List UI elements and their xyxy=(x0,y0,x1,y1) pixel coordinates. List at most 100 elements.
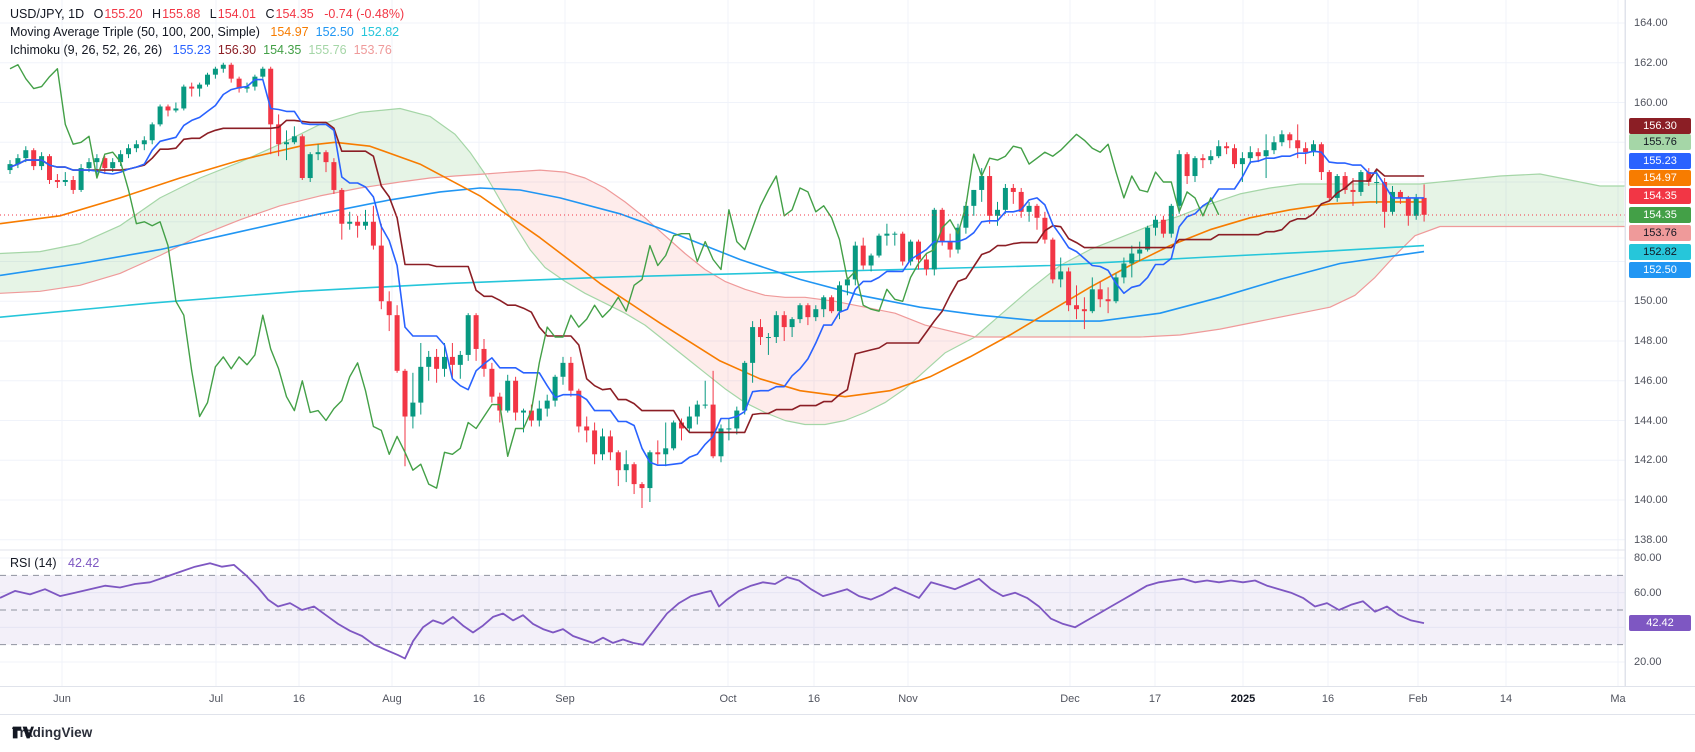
ichimoku-value-4: 153.76 xyxy=(353,43,392,57)
candle-up xyxy=(837,285,842,312)
candle-up xyxy=(718,428,724,457)
candle-down xyxy=(631,464,637,485)
ma-triple-values: 154.97 152.50 152.82 xyxy=(263,25,399,39)
candle-down xyxy=(449,356,455,365)
candle-up xyxy=(220,64,226,69)
price-label: 156.30 xyxy=(1629,118,1691,134)
ma200-line xyxy=(0,244,1425,318)
candle-up xyxy=(892,233,898,235)
ma-triple-legend-row[interactable]: Moving Average Triple (50, 100, 200, Sim… xyxy=(10,23,404,41)
candle-up xyxy=(149,124,155,141)
time-tick-16: 16 xyxy=(1321,693,1335,705)
low-label: L xyxy=(209,7,217,21)
candle-down xyxy=(489,368,495,397)
candle-up xyxy=(1192,158,1198,177)
candle-up xyxy=(1089,289,1095,312)
candle-up xyxy=(205,74,210,85)
candle-up xyxy=(1121,263,1127,278)
symbol-legend-row[interactable]: USD/JPY, 1D O155.20 H155.88 L154.01 C154… xyxy=(10,5,404,23)
candle-up xyxy=(1026,205,1032,212)
high-label: H xyxy=(152,7,162,21)
candle-up xyxy=(995,209,1000,216)
candle-down xyxy=(1097,289,1103,300)
candle-up xyxy=(1058,271,1064,280)
candle-up xyxy=(931,209,937,270)
time-tick-oct: Oct xyxy=(719,693,737,705)
candle-up xyxy=(252,76,258,87)
ichimoku-value-3: 155.76 xyxy=(308,43,347,57)
candle-up xyxy=(505,380,511,411)
price-label: 152.82 xyxy=(1629,244,1691,260)
candle-up xyxy=(600,436,605,455)
candle-up xyxy=(39,156,45,167)
price-tick: 150.00 xyxy=(1634,295,1668,308)
candle-down xyxy=(1224,146,1230,149)
candle-up xyxy=(1176,154,1182,206)
ichimoku-value-1: 156.30 xyxy=(217,43,257,57)
candle-up xyxy=(260,68,266,77)
ichimoku-cloud-bullish xyxy=(976,174,1624,337)
price-axis[interactable]: 164.00 162.00 160.00 150.00 148.00 146.00 144.… xyxy=(1625,0,1695,714)
candle-down xyxy=(758,327,763,338)
candle-up xyxy=(1358,172,1364,192)
candle-down xyxy=(473,315,479,349)
price-label: 153.76 xyxy=(1629,225,1691,241)
candle-up xyxy=(465,315,471,355)
candle-down xyxy=(923,259,929,270)
candle-up xyxy=(971,189,977,206)
time-tick-jul: Jul xyxy=(208,693,224,705)
candle-up xyxy=(141,140,147,145)
candle-up xyxy=(442,356,447,369)
candle-up xyxy=(734,410,740,429)
candle-down xyxy=(939,209,945,242)
candle-down xyxy=(189,86,195,89)
candle-down xyxy=(829,297,835,312)
candle-up xyxy=(1129,253,1135,264)
candle-up xyxy=(1153,219,1158,228)
candle-up xyxy=(813,309,819,318)
candle-up xyxy=(1247,152,1253,159)
candle-down xyxy=(1034,205,1040,218)
rsi-value: 42.42 xyxy=(68,556,100,570)
candle-down xyxy=(1160,219,1166,234)
candle-up xyxy=(742,362,748,411)
ichimoku-values: 155.23 156.30 154.35 155.76 153.76 xyxy=(166,43,392,57)
candle-down xyxy=(434,356,440,369)
tradingview-logo[interactable]: TradingView xyxy=(12,725,92,740)
candle-up xyxy=(307,154,313,179)
ichimoku-legend-row[interactable]: Ichimoku (9, 26, 52, 26, 26) 155.23 156.3… xyxy=(10,41,404,59)
candle-down xyxy=(513,380,519,413)
candle-up xyxy=(86,162,92,169)
candle-down xyxy=(394,315,400,371)
candle-down xyxy=(1366,172,1372,182)
candle-up xyxy=(212,68,218,75)
candle-up xyxy=(955,227,961,250)
candle-up xyxy=(852,245,858,280)
low-value: 154.01 xyxy=(217,7,256,21)
time-tick-2025: 2025 xyxy=(1230,693,1256,705)
candle-up xyxy=(410,402,416,417)
candle-up xyxy=(536,408,542,421)
candle-down xyxy=(710,404,716,457)
candle-down xyxy=(268,68,274,125)
candle-up xyxy=(1334,176,1340,198)
candle-down xyxy=(497,396,503,411)
time-axis[interactable]: Jun Jul 16 Aug 16 Sep Oct 16 Nov Dec 17 2025 16 Feb 14… xyxy=(0,686,1695,715)
ichimoku-conversion-line xyxy=(9,78,1425,467)
time-tick-sep: Sep xyxy=(555,693,575,705)
candle-up xyxy=(1113,277,1119,302)
candle-down xyxy=(47,156,52,181)
candle-down xyxy=(276,124,282,145)
candle-down xyxy=(1326,172,1332,198)
time-tick-16: 16 xyxy=(807,693,821,705)
candle-down xyxy=(584,426,590,431)
rsi-legend-row[interactable]: RSI (14) 42.42 xyxy=(10,556,99,570)
candle-down xyxy=(236,78,242,89)
candle-up xyxy=(1216,146,1222,157)
candle-down xyxy=(1350,189,1356,192)
candle-up xyxy=(291,136,297,143)
time-tick-nov: Nov xyxy=(898,693,918,705)
candle-down xyxy=(987,176,993,216)
candle-up xyxy=(694,404,700,417)
